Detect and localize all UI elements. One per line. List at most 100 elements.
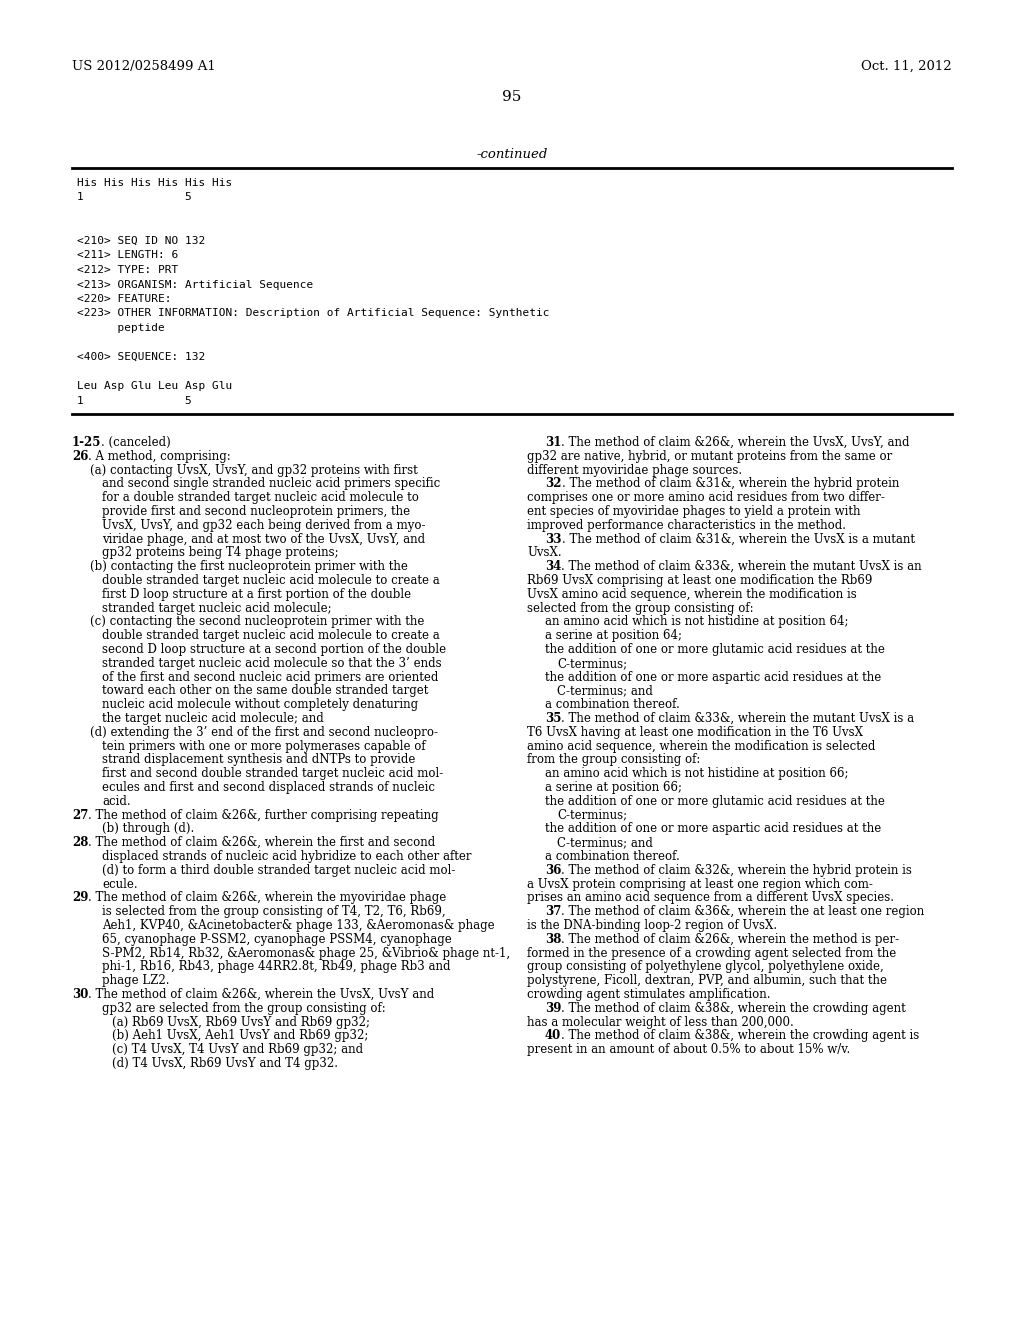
- Text: . The method of claim &36&, wherein the at least one region: . The method of claim &36&, wherein the …: [561, 906, 925, 919]
- Text: 31: 31: [545, 436, 561, 449]
- Text: S-PM2, Rb14, Rb32, &Aeromonas& phage 25, &Vibrio& phage nt-1,: S-PM2, Rb14, Rb32, &Aeromonas& phage 25,…: [102, 946, 510, 960]
- Text: for a double stranded target nucleic acid molecule to: for a double stranded target nucleic aci…: [102, 491, 419, 504]
- Text: peptide: peptide: [77, 323, 165, 333]
- Text: Aeh1, KVP40, &Acinetobacter& phage 133, &Aeromonas& phage: Aeh1, KVP40, &Acinetobacter& phage 133, …: [102, 919, 495, 932]
- Text: gp32 are selected from the group consisting of:: gp32 are selected from the group consist…: [102, 1002, 386, 1015]
- Text: acid.: acid.: [102, 795, 131, 808]
- Text: . A method, comprising:: . A method, comprising:: [88, 450, 231, 463]
- Text: Rb69 UvsX comprising at least one modification the Rb69: Rb69 UvsX comprising at least one modifi…: [527, 574, 872, 587]
- Text: has a molecular weight of less than 200,000.: has a molecular weight of less than 200,…: [527, 1015, 794, 1028]
- Text: 39: 39: [545, 1002, 561, 1015]
- Text: . The method of claim &26&, wherein the first and second: . The method of claim &26&, wherein the …: [88, 836, 435, 849]
- Text: (d) T4 UvsX, Rb69 UvsY and T4 gp32.: (d) T4 UvsX, Rb69 UvsY and T4 gp32.: [112, 1057, 338, 1071]
- Text: polystyrene, Ficoll, dextran, PVP, and albumin, such that the: polystyrene, Ficoll, dextran, PVP, and a…: [527, 974, 887, 987]
- Text: (d) to form a third double stranded target nucleic acid mol-: (d) to form a third double stranded targ…: [102, 863, 456, 876]
- Text: C-terminus;: C-terminus;: [557, 657, 627, 669]
- Text: a combination thereof.: a combination thereof.: [545, 698, 680, 711]
- Text: <223> OTHER INFORMATION: Description of Artificial Sequence: Synthetic: <223> OTHER INFORMATION: Description of …: [77, 309, 550, 318]
- Text: nucleic acid molecule without completely denaturing: nucleic acid molecule without completely…: [102, 698, 418, 711]
- Text: (b) through (d).: (b) through (d).: [102, 822, 195, 836]
- Text: prises an amino acid sequence from a different UvsX species.: prises an amino acid sequence from a dif…: [527, 891, 894, 904]
- Text: the addition of one or more glutamic acid residues at the: the addition of one or more glutamic aci…: [545, 643, 885, 656]
- Text: . The method of claim &26&, wherein the myoviridae phage: . The method of claim &26&, wherein the …: [88, 891, 446, 904]
- Text: C-terminus; and: C-terminus; and: [557, 836, 653, 849]
- Text: . The method of claim &26&, wherein the method is per-: . The method of claim &26&, wherein the …: [561, 933, 899, 946]
- Text: tein primers with one or more polymerases capable of: tein primers with one or more polymerase…: [102, 739, 426, 752]
- Text: stranded target nucleic acid molecule so that the 3’ ends: stranded target nucleic acid molecule so…: [102, 657, 441, 669]
- Text: 30: 30: [72, 987, 88, 1001]
- Text: 36: 36: [545, 863, 561, 876]
- Text: stranded target nucleic acid molecule;: stranded target nucleic acid molecule;: [102, 602, 332, 615]
- Text: phage LZ2.: phage LZ2.: [102, 974, 170, 987]
- Text: 37: 37: [545, 906, 561, 919]
- Text: provide first and second nucleoprotein primers, the: provide first and second nucleoprotein p…: [102, 506, 411, 517]
- Text: . The method of claim &26&, wherein the UvsX, UvsY, and: . The method of claim &26&, wherein the …: [561, 436, 910, 449]
- Text: . The method of claim &38&, wherein the crowding agent: . The method of claim &38&, wherein the …: [561, 1002, 906, 1015]
- Text: C-terminus; and: C-terminus; and: [557, 684, 653, 697]
- Text: from the group consisting of:: from the group consisting of:: [527, 754, 700, 767]
- Text: formed in the presence of a crowding agent selected from the: formed in the presence of a crowding age…: [527, 946, 896, 960]
- Text: is selected from the group consisting of T4, T2, T6, Rb69,: is selected from the group consisting of…: [102, 906, 445, 919]
- Text: 40: 40: [545, 1030, 561, 1043]
- Text: a UvsX protein comprising at least one region which com-: a UvsX protein comprising at least one r…: [527, 878, 872, 891]
- Text: ent species of myoviridae phages to yield a protein with: ent species of myoviridae phages to yiel…: [527, 506, 860, 517]
- Text: 95: 95: [503, 90, 521, 104]
- Text: UvsX amino acid sequence, wherein the modification is: UvsX amino acid sequence, wherein the mo…: [527, 587, 857, 601]
- Text: ecules and first and second displaced strands of nucleic: ecules and first and second displaced st…: [102, 781, 435, 795]
- Text: and second single stranded nucleic acid primers specific: and second single stranded nucleic acid …: [102, 478, 440, 491]
- Text: . The method of claim &38&, wherein the crowding agent is: . The method of claim &38&, wherein the …: [561, 1030, 920, 1043]
- Text: group consisting of polyethylene glycol, polyethylene oxide,: group consisting of polyethylene glycol,…: [527, 961, 884, 973]
- Text: . The method of claim &26&, wherein the UvsX, UvsY and: . The method of claim &26&, wherein the …: [88, 987, 434, 1001]
- Text: a combination thereof.: a combination thereof.: [545, 850, 680, 863]
- Text: UvsX.: UvsX.: [527, 546, 561, 560]
- Text: double stranded target nucleic acid molecule to create a: double stranded target nucleic acid mole…: [102, 630, 439, 643]
- Text: double stranded target nucleic acid molecule to create a: double stranded target nucleic acid mole…: [102, 574, 439, 587]
- Text: 26: 26: [72, 450, 88, 463]
- Text: the target nucleic acid molecule; and: the target nucleic acid molecule; and: [102, 711, 324, 725]
- Text: displaced strands of nucleic acid hybridize to each other after: displaced strands of nucleic acid hybrid…: [102, 850, 471, 863]
- Text: (a) Rb69 UvsX, Rb69 UvsY and Rb69 gp32;: (a) Rb69 UvsX, Rb69 UvsY and Rb69 gp32;: [112, 1015, 370, 1028]
- Text: 29: 29: [72, 891, 88, 904]
- Text: <212> TYPE: PRT: <212> TYPE: PRT: [77, 265, 178, 275]
- Text: strand displacement synthesis and dNTPs to provide: strand displacement synthesis and dNTPs …: [102, 754, 416, 767]
- Text: 28: 28: [72, 836, 88, 849]
- Text: 1-25: 1-25: [72, 436, 101, 449]
- Text: UvsX, UvsY, and gp32 each being derived from a myo-: UvsX, UvsY, and gp32 each being derived …: [102, 519, 426, 532]
- Text: (a) contacting UvsX, UvsY, and gp32 proteins with first: (a) contacting UvsX, UvsY, and gp32 prot…: [90, 463, 418, 477]
- Text: 1               5: 1 5: [77, 193, 191, 202]
- Text: the addition of one or more glutamic acid residues at the: the addition of one or more glutamic aci…: [545, 795, 885, 808]
- Text: improved performance characteristics in the method.: improved performance characteristics in …: [527, 519, 846, 532]
- Text: (b) contacting the first nucleoprotein primer with the: (b) contacting the first nucleoprotein p…: [90, 560, 408, 573]
- Text: C-terminus;: C-terminus;: [557, 809, 627, 821]
- Text: (c) T4 UvsX, T4 UvsY and Rb69 gp32; and: (c) T4 UvsX, T4 UvsY and Rb69 gp32; and: [112, 1043, 364, 1056]
- Text: first D loop structure at a first portion of the double: first D loop structure at a first portio…: [102, 587, 411, 601]
- Text: different myoviridae phage sources.: different myoviridae phage sources.: [527, 463, 742, 477]
- Text: viridae phage, and at most two of the UvsX, UvsY, and: viridae phage, and at most two of the Uv…: [102, 532, 425, 545]
- Text: . The method of claim &32&, wherein the hybrid protein is: . The method of claim &32&, wherein the …: [561, 863, 912, 876]
- Text: <210> SEQ ID NO 132: <210> SEQ ID NO 132: [77, 236, 205, 246]
- Text: ecule.: ecule.: [102, 878, 137, 891]
- Text: 35: 35: [545, 711, 561, 725]
- Text: an amino acid which is not histidine at position 64;: an amino acid which is not histidine at …: [545, 615, 849, 628]
- Text: 33: 33: [545, 532, 561, 545]
- Text: (b) Aeh1 UvsX, Aeh1 UvsY and Rb69 gp32;: (b) Aeh1 UvsX, Aeh1 UvsY and Rb69 gp32;: [112, 1030, 369, 1043]
- Text: second D loop structure at a second portion of the double: second D loop structure at a second port…: [102, 643, 446, 656]
- Text: amino acid sequence, wherein the modification is selected: amino acid sequence, wherein the modific…: [527, 739, 876, 752]
- Text: . The method of claim &33&, wherein the mutant UvsX is an: . The method of claim &33&, wherein the …: [561, 560, 922, 573]
- Text: . (canceled): . (canceled): [101, 436, 171, 449]
- Text: the addition of one or more aspartic acid residues at the: the addition of one or more aspartic aci…: [545, 671, 882, 684]
- Text: (d) extending the 3’ end of the first and second nucleopro-: (d) extending the 3’ end of the first an…: [90, 726, 438, 739]
- Text: toward each other on the same double stranded target: toward each other on the same double str…: [102, 684, 428, 697]
- Text: crowding agent stimulates amplification.: crowding agent stimulates amplification.: [527, 987, 770, 1001]
- Text: . The method of claim &31&, wherein the hybrid protein: . The method of claim &31&, wherein the …: [561, 478, 899, 491]
- Text: 1               5: 1 5: [77, 396, 191, 405]
- Text: an amino acid which is not histidine at position 66;: an amino acid which is not histidine at …: [545, 767, 849, 780]
- Text: . The method of claim &26&, further comprising repeating: . The method of claim &26&, further comp…: [88, 809, 439, 821]
- Text: (c) contacting the second nucleoprotein primer with the: (c) contacting the second nucleoprotein …: [90, 615, 424, 628]
- Text: US 2012/0258499 A1: US 2012/0258499 A1: [72, 59, 216, 73]
- Text: selected from the group consisting of:: selected from the group consisting of:: [527, 602, 754, 615]
- Text: phi-1, Rb16, Rb43, phage 44RR2.8t, Rb49, phage Rb3 and: phi-1, Rb16, Rb43, phage 44RR2.8t, Rb49,…: [102, 961, 451, 973]
- Text: T6 UvsX having at least one modification in the T6 UvsX: T6 UvsX having at least one modification…: [527, 726, 863, 739]
- Text: comprises one or more amino acid residues from two differ-: comprises one or more amino acid residue…: [527, 491, 885, 504]
- Text: 38: 38: [545, 933, 561, 946]
